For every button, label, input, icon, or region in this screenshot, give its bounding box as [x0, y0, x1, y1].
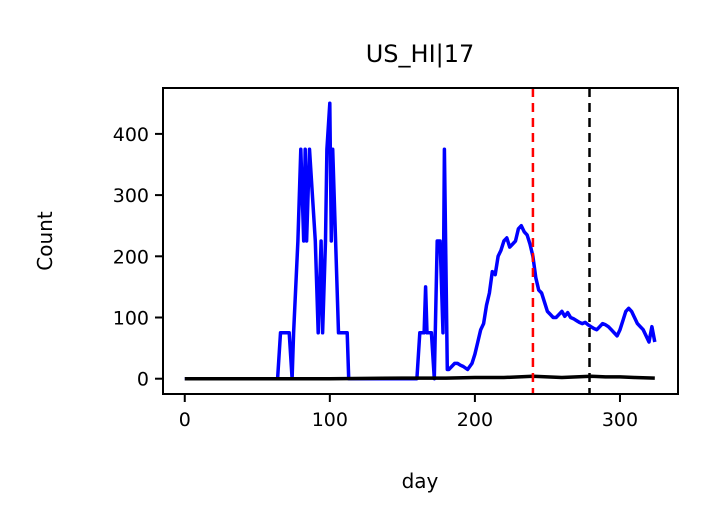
- vline-layer: [531, 88, 591, 394]
- y-axis-label: Count: [33, 211, 57, 271]
- y-tick-label: 400: [113, 124, 149, 146]
- x-axis-label: day: [402, 469, 439, 493]
- chart-title: US_HI|17: [366, 40, 475, 68]
- x-tick-label: 200: [457, 409, 493, 431]
- y-tick-label: 0: [137, 369, 149, 391]
- x-axis-ticks: 0 100 200 300: [179, 394, 638, 431]
- series-line-0: [184, 101, 657, 381]
- y-tick-label: 100: [113, 308, 149, 330]
- y-axis-ticks: 0 100 200 300 400: [113, 124, 163, 391]
- x-tick-label: 0: [179, 409, 191, 431]
- y-tick-label: 200: [113, 246, 149, 268]
- series-line-1: [184, 374, 655, 381]
- series-layer: [184, 101, 657, 381]
- plot-frame: [162, 87, 679, 395]
- x-tick-label: 300: [602, 409, 638, 431]
- x-tick-label: 100: [312, 409, 348, 431]
- y-tick-label: 300: [113, 185, 149, 207]
